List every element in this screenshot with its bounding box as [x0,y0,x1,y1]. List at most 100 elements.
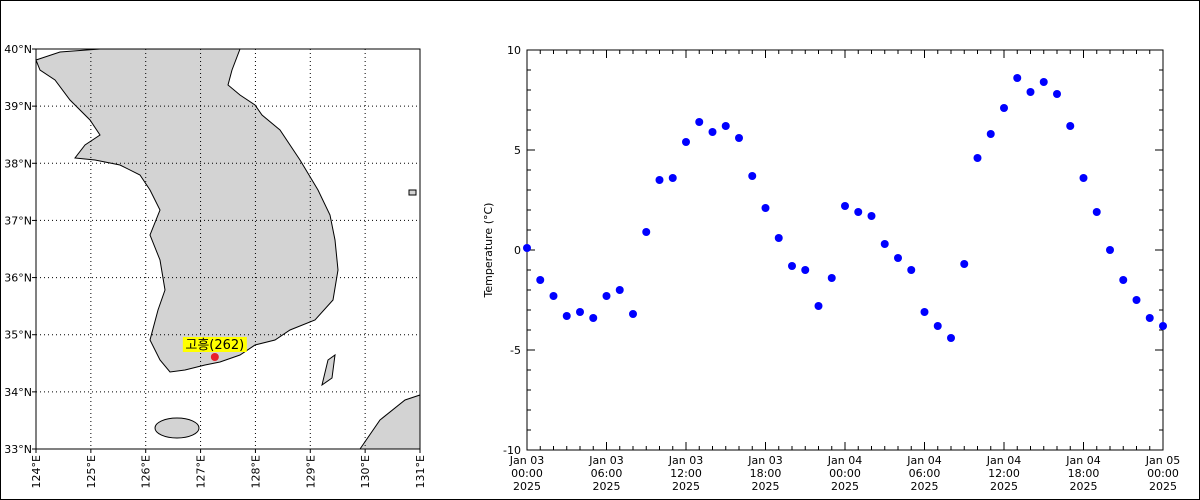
point [629,310,637,318]
x-tick-label-line: Jan 04 [827,454,862,467]
x-tick-label: Jan 04 06:00 2025 [906,454,941,493]
point [562,312,571,320]
point [1106,246,1114,254]
point [788,262,796,270]
point [668,174,677,182]
x-tick-label: Jan 03 00:00 2025 [509,454,544,493]
station-label: 고흥(262) [185,338,244,353]
point [947,334,955,342]
x-tick-label-line: 06:00 [909,467,941,480]
point [523,244,531,252]
map-lat-label: 38°N [4,157,32,170]
map-lat-label: 34°N [4,386,32,399]
y-tick-label: 0 [514,244,521,257]
point [761,204,770,212]
map-lon-label: 125°E [85,455,98,488]
point [920,308,929,316]
map-lat-label: 39°N [4,100,32,113]
point [549,292,558,300]
map-lat-label: 40°N [4,43,32,56]
map-lon-label: 124°E [30,455,43,488]
point [642,228,651,236]
point [1132,296,1141,304]
point [748,172,757,180]
map-lon-label: 128°E [249,455,262,488]
point [894,254,902,262]
x-tick-label: Jan 04 18:00 2025 [1065,454,1100,493]
point [867,212,876,220]
map-lat-label: 35°N [4,329,32,342]
point [973,154,982,162]
map-lon-label: 131°E [414,455,427,488]
x-tick-label-line: 2025 [911,480,939,493]
x-tick-label: Jan 05 00:00 2025 [1145,454,1180,493]
point [1066,122,1075,130]
map-lon-label: 130°E [359,455,372,488]
point [1039,78,1048,86]
x-tick-label-line: 2025 [672,480,700,493]
station-label-bg [182,337,247,352]
x-tick-label-line: 2025 [513,480,541,493]
point [1159,322,1167,330]
x-tick-label-line: Jan 03 [747,454,782,467]
point [721,122,730,130]
x-tick-label: Jan 03 18:00 2025 [747,454,782,493]
x-tick-label: Jan 04 12:00 2025 [986,454,1021,493]
x-tick-label-line: Jan 03 [588,454,623,467]
point [615,286,624,294]
x-tick-label-line: Jan 04 [986,454,1021,467]
point [960,260,969,268]
x-tick-label-line: 18:00 [750,467,782,480]
point [986,130,995,138]
point [589,314,598,322]
x-tick-label-line: Jan 04 [906,454,941,467]
station-marker [210,353,219,361]
point [602,292,611,300]
point [1000,104,1008,112]
point [827,274,836,282]
point [801,266,810,274]
y-tick-label: 10 [507,44,521,57]
point [907,266,916,274]
point [814,302,823,310]
y-axis-label: Temperature (°C) [482,203,495,299]
map-lon-label: 127°E [195,455,208,488]
point [695,118,704,126]
x-tick-label-line: Jan 05 [1145,454,1180,467]
point [1145,314,1154,322]
point [576,308,584,316]
point [536,276,545,284]
x-tick-label: Jan 03 06:00 2025 [588,454,623,493]
point [1092,208,1101,216]
x-tick-label-line: 12:00 [670,467,702,480]
point [1013,74,1022,82]
point [880,240,889,248]
y-tick-label: -5 [510,344,521,357]
map-lat-label: 33°N [4,443,32,456]
point [708,128,717,136]
x-tick-label-line: 2025 [752,480,780,493]
x-tick-label-line: 2025 [1149,480,1177,493]
point [1079,174,1088,182]
x-tick-label: Jan 03 12:00 2025 [668,454,703,493]
x-tick-label-line: 00:00 [511,467,543,480]
map-lat-label: 37°N [4,214,32,227]
x-tick-label-line: 18:00 [1068,467,1100,480]
x-tick-label-line: 2025 [1070,480,1098,493]
x-tick-label-line: Jan 04 [1065,454,1100,467]
point [1119,276,1128,284]
point [655,176,664,184]
point [933,322,942,330]
point [682,138,690,146]
map-lon-label: 129°E [304,455,317,488]
point [1026,88,1035,96]
x-tick-label: Jan 04 00:00 2025 [827,454,862,493]
point [841,202,849,210]
x-tick-label-line: 00:00 [829,467,861,480]
x-tick-label-line: 00:00 [1147,467,1179,480]
map-lat-label: 36°N [4,272,32,285]
x-tick-label-line: Jan 03 [509,454,544,467]
point [774,234,783,242]
x-tick-label-line: Jan 03 [668,454,703,467]
